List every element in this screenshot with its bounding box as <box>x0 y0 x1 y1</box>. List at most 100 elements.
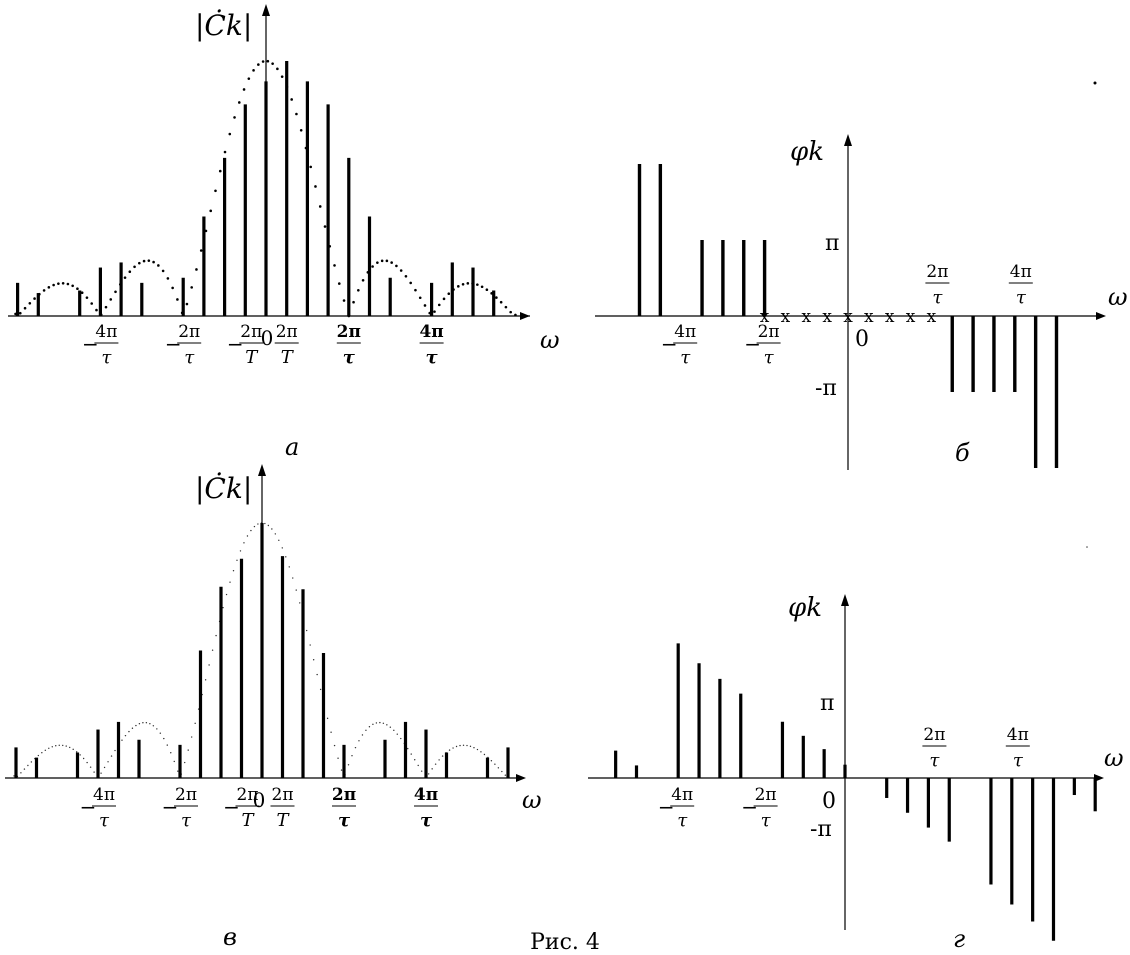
bars-group <box>637 164 1059 468</box>
envelope-dot <box>239 550 242 552</box>
tick-numerator: 2π <box>332 785 356 805</box>
envelope-dot <box>208 664 210 666</box>
tick-denominator: T <box>276 810 290 831</box>
envelope-dot <box>152 260 155 264</box>
envelope-dot <box>52 283 55 287</box>
y-axis-label: |Ċk| <box>195 8 252 42</box>
bars-group <box>16 61 496 316</box>
envelope-dot <box>292 577 294 579</box>
envelope-dot <box>333 744 336 747</box>
tick-denominator: τ <box>932 287 943 308</box>
envelope-dot <box>483 753 486 756</box>
envelope-dot <box>229 581 231 583</box>
envelope-dot <box>147 259 151 262</box>
envelope-dot <box>190 286 193 289</box>
envelope-dot <box>149 723 151 725</box>
envelope-dot <box>170 752 172 754</box>
envelope-dot <box>495 296 498 299</box>
envelope-dot <box>252 69 255 72</box>
envelope-dot <box>305 629 308 632</box>
envelope-dot <box>242 88 246 91</box>
tick-minus: − <box>165 332 182 356</box>
envelope-dot <box>354 746 357 749</box>
envelope-dot <box>438 759 440 761</box>
x-tick-label: 2π T <box>270 785 295 831</box>
envelope-dot <box>173 760 175 763</box>
x-tick-label: −2π τ <box>162 785 198 831</box>
tick-numerator: 2π <box>926 262 948 282</box>
envelope-dot <box>466 744 468 747</box>
tick-numerator: 4π <box>674 322 696 342</box>
envelope-dot <box>455 745 458 748</box>
envelope-dot <box>156 728 158 730</box>
envelope-dot <box>85 296 89 299</box>
envelope-dot <box>142 259 146 263</box>
envelope-dot <box>41 752 43 754</box>
tick-numerator: 2π <box>272 785 294 805</box>
y-tick-minus-pi: -π <box>815 376 837 401</box>
envelope-dot <box>420 770 423 772</box>
scan-speck <box>1086 546 1088 548</box>
envelope-dot <box>371 265 374 268</box>
envelope-dot <box>23 306 27 310</box>
panel-label: а <box>285 433 299 461</box>
x-axis-arrow <box>1096 312 1106 320</box>
envelope-dot <box>330 731 332 733</box>
x-tick-label: 2π τ <box>332 785 356 831</box>
bars-group <box>614 643 1097 941</box>
envelope-dot <box>257 63 260 66</box>
panel-label: г <box>953 925 965 951</box>
tick-denominator: τ <box>1013 750 1024 771</box>
envelope-dot <box>448 749 451 751</box>
envelope-dot <box>368 726 371 728</box>
envelope-dotted <box>14 59 517 318</box>
tick-denominator: τ <box>99 810 110 831</box>
envelope-dot <box>215 634 217 637</box>
tick-minus: − <box>744 332 761 356</box>
envelope-dot <box>157 264 160 267</box>
panel-label: в <box>223 923 237 951</box>
tick-numerator: 4π <box>1010 262 1032 282</box>
envelope-dot <box>437 303 441 307</box>
tick-denominator: τ <box>184 347 195 368</box>
envelope-dot <box>461 282 465 286</box>
tick-minus: − <box>223 795 240 819</box>
tick-numerator: 2π <box>237 785 259 805</box>
envelope-dot <box>466 282 470 285</box>
tick-zero: 0 <box>261 326 274 350</box>
envelope-dot <box>66 282 70 286</box>
envelope-dot <box>80 291 84 294</box>
x-tick-label: 4π τ <box>414 785 438 831</box>
tick-denominator: τ <box>764 347 775 368</box>
tick-numerator: 4π <box>95 322 117 342</box>
envelope-dot <box>20 772 22 774</box>
envelope-dot <box>274 533 277 535</box>
envelope-dot <box>361 278 365 282</box>
envelope-dot <box>266 59 270 63</box>
envelope-dot <box>323 225 327 228</box>
envelope-dot <box>462 744 465 746</box>
envelope-dot <box>103 766 106 769</box>
envelope-dot <box>393 729 395 732</box>
envelope-dot <box>414 288 417 292</box>
envelope-dot <box>504 305 508 309</box>
tick-numerator: 2π <box>337 322 361 342</box>
envelope-dot <box>385 259 389 263</box>
envelope-dot <box>71 284 74 288</box>
tick-denominator: T <box>245 347 259 368</box>
envelope-dot <box>13 775 15 777</box>
envelope-dot <box>295 589 297 591</box>
envelope-dot <box>509 310 512 314</box>
panel-label: б <box>955 439 970 467</box>
envelope-dot <box>166 277 170 280</box>
tick-numerator: 4π <box>414 785 438 805</box>
tick-minus: − <box>658 795 675 819</box>
envelope-dot <box>264 522 266 525</box>
tick-minus: − <box>80 795 97 819</box>
envelope-dot <box>42 289 46 292</box>
envelope-dot <box>278 539 280 541</box>
envelope-dot <box>110 755 113 757</box>
x-tick-label: 2π T <box>274 322 299 368</box>
